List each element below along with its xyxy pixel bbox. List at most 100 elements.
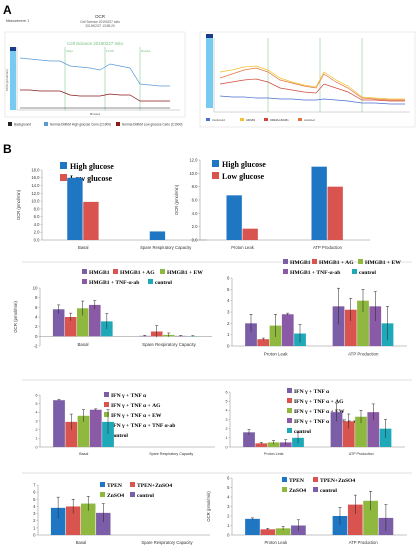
y-tick-label: 6: [33, 490, 36, 495]
y-tick-label: 4: [35, 315, 38, 320]
bar-b2-left-0-3: [89, 305, 101, 336]
legend-swatch-zn-r: [282, 487, 287, 492]
y-tick-label: 3: [227, 310, 230, 315]
legend-swatch-ifn: [104, 392, 109, 397]
legend-swatch-hmgb1-ew-r: [358, 259, 363, 264]
header-measurement: Measurement: 1: [6, 19, 29, 23]
y-tick-label: 2: [35, 324, 38, 329]
y-axis-label: OCR (pmol/min): [174, 184, 179, 215]
legend-swatch-hmgb1-ag-r: [312, 259, 317, 264]
y-tick-label: 2.0: [192, 224, 198, 229]
legend-swatch-high-glucose-r: [212, 160, 219, 167]
injection-label-3: Rot/AA: [141, 49, 151, 53]
legend-label-hmgb1-r: HMGB1: [290, 260, 311, 266]
y-tick-label: 4: [33, 504, 36, 509]
y-tick-label: 0: [226, 445, 228, 449]
y-tick-label: 12.0: [31, 191, 40, 196]
header-sub2: 2019/02/27 13:55:20: [85, 24, 114, 28]
y-tick-label: 5: [226, 399, 228, 403]
bar-b1-left-1-0: [150, 231, 165, 240]
legend-label-low-glucose-r: Low glucose: [222, 172, 264, 181]
legend-label-tpen-control-r: control: [320, 488, 337, 494]
y-tick-label: 1: [33, 525, 36, 530]
category-label: Spare Respiratory Capacity: [140, 245, 192, 250]
y-tick-label: 12.0: [189, 157, 198, 162]
bar-b1-right-1-1: [328, 187, 343, 240]
legend-swatch-hmgb1-tnf-r: [283, 269, 288, 274]
legend-label-ifn: IFN γ + TNF α: [111, 393, 147, 399]
legend-label-zn: ZnSO4: [107, 493, 124, 499]
legend-label-control: control: [155, 280, 172, 286]
legend-label-hmgb1-tnf-r: HMGB1 + TNF-α-ab: [290, 270, 340, 276]
y-tick-label: 2.0: [34, 230, 40, 235]
right-legend-swatch-1: [206, 118, 210, 121]
legend-label-hmgb1-ag-r: HMGB1 + AG: [319, 260, 354, 266]
y-tick-label: 18.0: [31, 167, 40, 172]
y-tick-label: 7: [33, 482, 36, 487]
right-legend-swatch-4: [298, 118, 302, 121]
category-label: Spare Respiratory Capacity: [141, 540, 193, 545]
panel-a-xlabel: Minutes: [90, 112, 101, 116]
bar-b3-left-0-0: [53, 400, 65, 447]
category-label: Basal: [79, 452, 88, 456]
panel-a-left-plot: Cell Science 20190227 mito Oligo FCCP Ro…: [5, 32, 185, 117]
category-label: Proton Leak: [264, 452, 284, 456]
legend-swatch-hmgb1: [82, 269, 87, 274]
panel-a-label: A: [3, 3, 12, 17]
legend-label-hmgb1-ag: HMGB1 + AG: [120, 270, 155, 276]
bar-b3-left-0-3: [90, 410, 102, 447]
legend-label-control-r: control: [359, 270, 376, 276]
category-label: Proton Leak: [264, 540, 287, 545]
y-tick-label: 6.0: [192, 197, 198, 202]
legend-b3-left: IFN γ + TNF α IFN γ + TNF α + AG IFN γ +…: [104, 392, 175, 439]
legend-swatch-background: [8, 122, 12, 126]
y-tick-label: 8.0: [34, 206, 40, 211]
legend-b4-left: TPEN TPEN+ZnSO4 ZnSO4 control: [100, 482, 172, 499]
bar-b4-right-0-0: [245, 519, 260, 535]
category-label: Spare Respiratory Capacity: [142, 342, 196, 347]
panel-a-legend: Background Normal DMEM High glucose Ceri…: [8, 122, 182, 127]
y-tick-label: 4: [36, 411, 38, 415]
legend-swatch-tpen-control-r: [313, 487, 318, 492]
legend-swatch-tpen-control: [130, 492, 135, 497]
y-tick-label: 6: [36, 393, 38, 397]
right-highlight-marker: [206, 34, 213, 38]
bar-b1-left-0-0: [67, 178, 82, 240]
legend-label-ifn-control-r: control: [294, 429, 311, 435]
right-legend-label-3: DMEM+HMGB1: [270, 118, 289, 122]
y-tick-label: 14.0: [31, 183, 40, 188]
legend-label-tpen-zn: TPEN+ZnSO4: [137, 483, 172, 489]
legend-label-low: Normal DMEM Low glucose Cerio (C1900): [122, 123, 182, 127]
y-tick-label: 4: [226, 409, 228, 413]
right-legend-label-1: Control+1d: [212, 118, 225, 122]
injection-label-1: Oligo: [66, 49, 73, 53]
legend-b4-right: TPEN TPEN+ZnSO4 ZnSO4 control: [282, 477, 355, 494]
y-tick-label: 2: [226, 427, 228, 431]
panel-a-right-plot: Control+1d HMGB1 DMEM+HMGB1 control+d: [200, 32, 415, 127]
y-tick-label: 4: [227, 298, 230, 303]
y-tick-label: 2: [227, 321, 230, 326]
legend-label-hmgb1-tnf: HMGB1 + TNF-α-ab: [89, 280, 139, 286]
legend-swatch-hmgb1-ew: [160, 269, 165, 274]
y-axis-label: OCR (pmol/min): [206, 491, 211, 522]
legend-swatch-hmgb1-ag: [113, 269, 118, 274]
y-tick-label: 3: [227, 504, 230, 509]
panel-b-label: B: [3, 142, 12, 156]
legend-swatch-hmgb1-tnf: [82, 279, 87, 284]
right-baseline-highlight: [206, 38, 213, 108]
legend-label-tpen: TPEN: [107, 483, 122, 489]
legend-swatch-hmgb1-r: [283, 259, 288, 264]
y-tick-label: 0: [33, 532, 36, 537]
right-legend-label-4: control+d: [304, 118, 315, 122]
legend-swatch-tpen-r: [282, 477, 287, 482]
panel-a-ylabel: OCR (pmol/min): [5, 69, 9, 91]
y-tick-label: 5: [36, 402, 38, 406]
y-tick-label: 4: [227, 494, 230, 499]
y-tick-label: 0: [35, 334, 38, 339]
legend-label-high-glucose: High glucose: [70, 162, 114, 171]
y-tick-label: 8.0: [192, 184, 198, 189]
legend-swatch-tpen: [100, 482, 105, 487]
y-tick-label: 4.0: [34, 222, 40, 227]
